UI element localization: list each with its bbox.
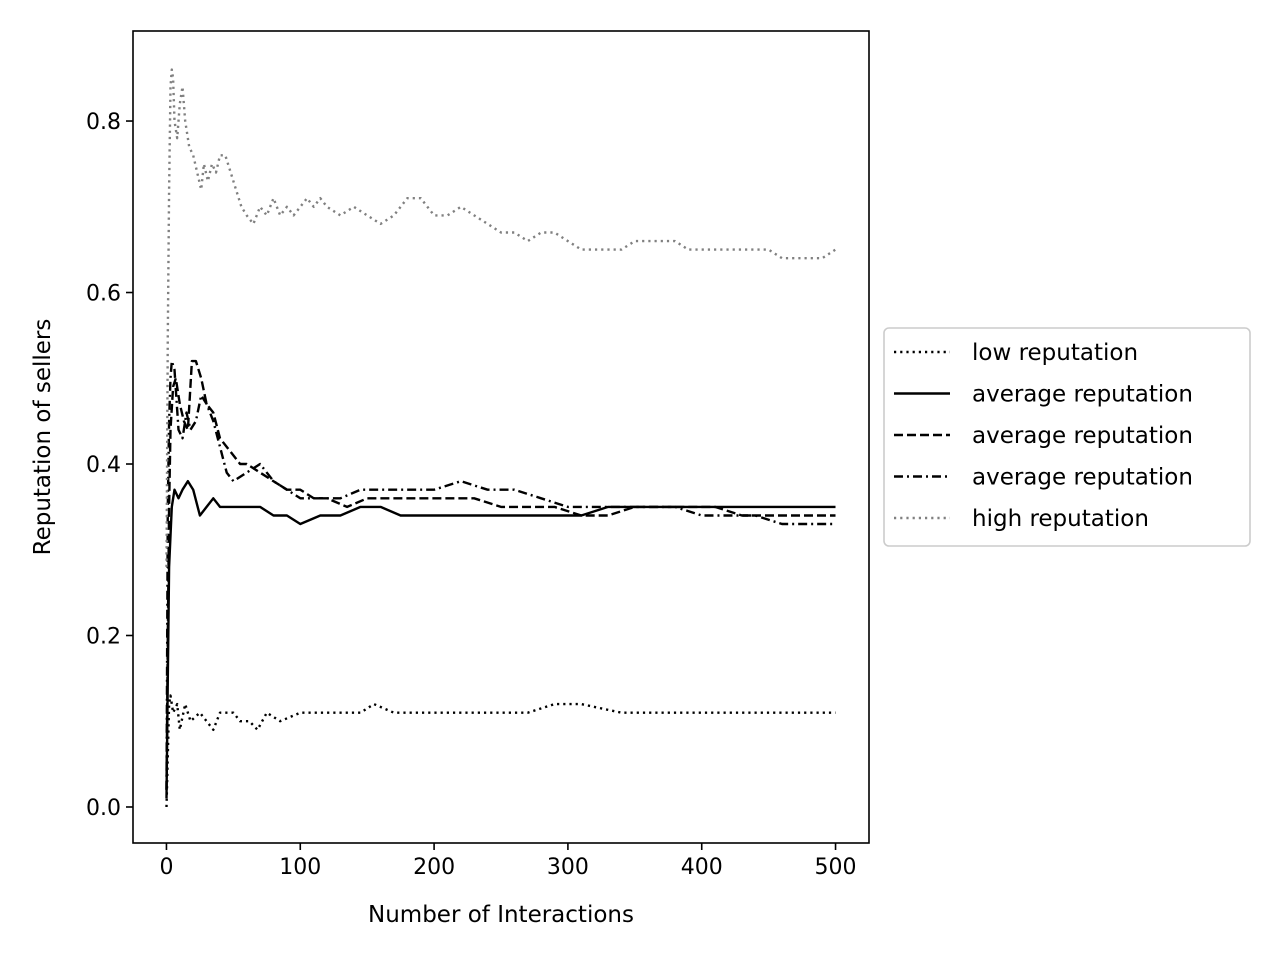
legend-label-4: average reputation xyxy=(972,465,1193,491)
x-axis: 0 100 200 300 400 500 xyxy=(159,843,857,880)
x-tick-label: 400 xyxy=(681,855,723,880)
y-tick-label: 0.2 xyxy=(86,624,121,649)
x-tick-label: 100 xyxy=(279,855,321,880)
legend: low reputation average reputation average … xyxy=(883,327,1251,547)
y-axis-label: Reputation of sellers xyxy=(30,319,56,556)
plot-frame xyxy=(132,30,870,844)
legend-label-3: average reputation xyxy=(972,423,1193,449)
legend-label-2: average reputation xyxy=(972,382,1193,408)
y-tick-label: 0.4 xyxy=(86,453,121,478)
legend-label-1: low reputation xyxy=(972,340,1138,366)
y-tick-label: 0.6 xyxy=(86,282,121,307)
x-tick-label: 200 xyxy=(413,855,455,880)
legend-box xyxy=(883,327,1251,547)
y-axis: 0.0 0.2 0.4 0.6 0.8 xyxy=(86,110,133,821)
series-line-4 xyxy=(165,359,836,790)
y-tick-label: 0.0 xyxy=(86,796,121,821)
x-tick-label: 500 xyxy=(815,855,857,880)
x-tick-label: 0 xyxy=(159,855,173,880)
x-tick-label: 300 xyxy=(547,855,589,880)
series-layer xyxy=(165,68,837,808)
series-line-1 xyxy=(165,694,836,808)
x-axis-label: Number of Interactions xyxy=(368,902,634,928)
y-tick-label: 0.8 xyxy=(86,110,121,135)
legend-label-5: high reputation xyxy=(972,506,1149,532)
